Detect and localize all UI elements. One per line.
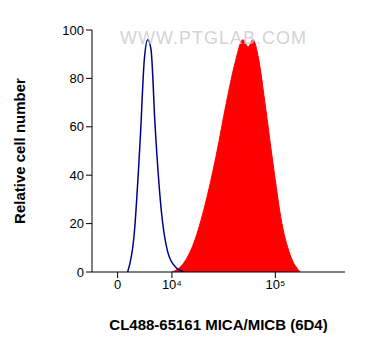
svg-text:0: 0 [77,265,84,280]
svg-text:20: 20 [70,216,84,231]
svg-text:10⁵: 10⁵ [265,277,285,292]
svg-text:40: 40 [70,168,84,183]
svg-text:80: 80 [70,71,84,86]
html-text:WWW.PTGLAB.COM: WWW.PTGLAB.COM [120,28,307,48]
svg-text:CL488-65161 MICA/MICB (6D4): CL488-65161 MICA/MICB (6D4) [109,316,327,333]
svg-text:100: 100 [62,23,84,38]
svg-text:10⁴: 10⁴ [162,277,182,292]
svg-text:0: 0 [114,277,121,292]
svg-text:60: 60 [70,119,84,134]
svg-text:Relative cell number: Relative cell number [11,78,28,224]
